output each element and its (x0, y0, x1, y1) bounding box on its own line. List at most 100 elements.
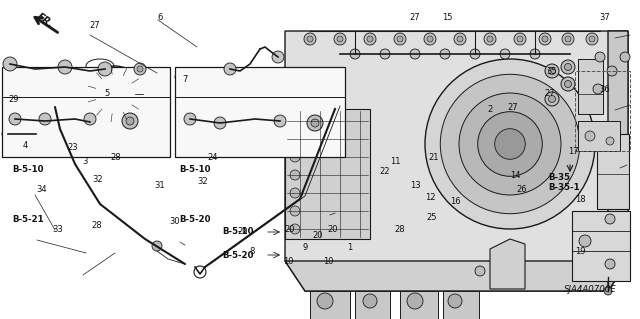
Text: 33: 33 (52, 226, 63, 234)
Circle shape (607, 66, 617, 76)
Circle shape (477, 112, 542, 176)
Circle shape (214, 117, 226, 129)
Circle shape (43, 77, 67, 101)
Circle shape (500, 49, 510, 59)
Bar (175, 67, 345, 157)
Circle shape (290, 116, 300, 126)
Text: 12: 12 (425, 194, 435, 203)
Circle shape (175, 72, 185, 82)
Circle shape (457, 36, 463, 42)
Circle shape (514, 33, 526, 45)
Bar (572, 211, 630, 281)
Text: 10: 10 (283, 257, 293, 266)
Circle shape (317, 293, 333, 309)
Text: B-35: B-35 (548, 174, 570, 182)
Text: 37: 37 (600, 13, 611, 23)
Circle shape (565, 36, 571, 42)
Circle shape (58, 60, 72, 74)
Circle shape (605, 259, 615, 269)
Circle shape (475, 266, 485, 276)
Text: 15: 15 (442, 13, 452, 23)
Text: 27: 27 (410, 13, 420, 23)
Circle shape (334, 33, 346, 45)
Text: 21: 21 (429, 153, 439, 162)
Text: 27: 27 (90, 20, 100, 29)
Polygon shape (608, 31, 628, 291)
Circle shape (87, 66, 143, 122)
Text: 16: 16 (450, 197, 460, 206)
Text: 20: 20 (328, 226, 339, 234)
Circle shape (564, 80, 572, 87)
Text: 11: 11 (390, 158, 400, 167)
Circle shape (290, 188, 300, 198)
Circle shape (274, 115, 286, 127)
Circle shape (325, 99, 335, 109)
Circle shape (137, 66, 143, 72)
Circle shape (290, 134, 300, 144)
Circle shape (495, 129, 525, 159)
Circle shape (606, 137, 614, 145)
Bar (575, 71, 630, 151)
Circle shape (98, 62, 112, 76)
Text: 6: 6 (157, 13, 163, 23)
Bar (400, 291, 438, 319)
Circle shape (39, 113, 51, 125)
Circle shape (407, 293, 423, 309)
Circle shape (539, 33, 551, 45)
Circle shape (586, 33, 598, 45)
Text: 28: 28 (92, 220, 102, 229)
Polygon shape (490, 239, 525, 289)
Text: SJA4A0700E: SJA4A0700E (564, 286, 616, 294)
Circle shape (2, 128, 14, 140)
Text: B-5-20: B-5-20 (179, 216, 211, 225)
Circle shape (589, 36, 595, 42)
Text: 27: 27 (545, 90, 556, 99)
Circle shape (290, 170, 300, 180)
Text: 32: 32 (93, 175, 103, 184)
Text: 31: 31 (155, 181, 165, 189)
Bar (578, 121, 620, 151)
Text: 27: 27 (508, 103, 518, 113)
Circle shape (530, 49, 540, 59)
Text: 9: 9 (302, 243, 308, 253)
Text: B-5-10: B-5-10 (222, 227, 253, 236)
Text: 10: 10 (323, 257, 333, 266)
Circle shape (548, 68, 556, 75)
Circle shape (440, 49, 450, 59)
Circle shape (122, 113, 138, 129)
Circle shape (424, 33, 436, 45)
Text: 8: 8 (250, 248, 255, 256)
Text: B-5-10: B-5-10 (179, 166, 211, 174)
Circle shape (620, 52, 630, 62)
Circle shape (367, 36, 373, 42)
Circle shape (350, 49, 360, 59)
Circle shape (152, 241, 162, 251)
Circle shape (561, 77, 575, 91)
Circle shape (394, 33, 406, 45)
Circle shape (427, 36, 433, 42)
Circle shape (304, 33, 316, 45)
Text: B-5-21: B-5-21 (12, 216, 44, 225)
Polygon shape (285, 261, 628, 291)
Circle shape (224, 63, 236, 75)
Polygon shape (285, 31, 628, 291)
Circle shape (337, 36, 343, 42)
Text: 23: 23 (68, 144, 78, 152)
Circle shape (564, 63, 572, 70)
Circle shape (542, 36, 548, 42)
Circle shape (410, 49, 420, 59)
Bar (310, 291, 350, 319)
Circle shape (272, 51, 284, 63)
Circle shape (448, 294, 462, 308)
Circle shape (548, 95, 556, 102)
Text: 26: 26 (516, 186, 527, 195)
Circle shape (35, 69, 75, 109)
Circle shape (593, 84, 603, 94)
Circle shape (9, 113, 21, 125)
Text: 18: 18 (575, 196, 586, 204)
Bar (285, 109, 370, 239)
Circle shape (311, 119, 319, 127)
Circle shape (484, 33, 496, 45)
Bar (578, 59, 603, 114)
Text: 3: 3 (83, 158, 88, 167)
